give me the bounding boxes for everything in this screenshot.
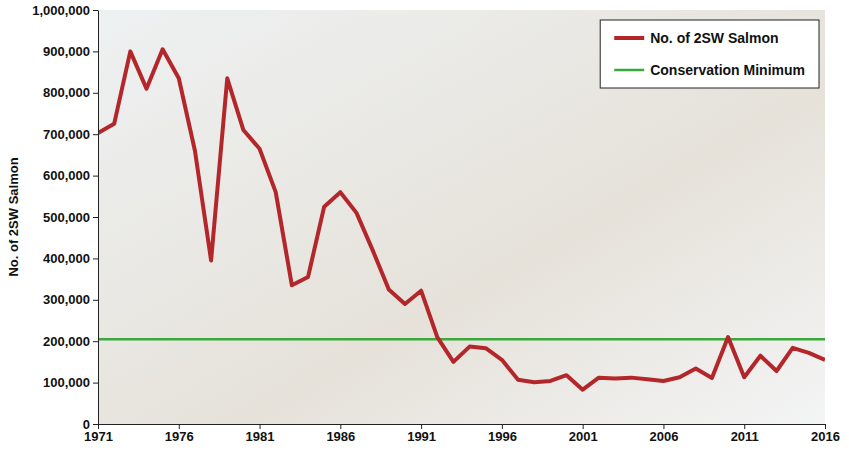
y-tick-mark — [93, 93, 98, 94]
y-tick-label: 800,000 — [43, 85, 90, 100]
legend-swatch — [614, 69, 644, 72]
legend-label: Conservation Minimum — [650, 62, 805, 78]
series-line — [98, 338, 825, 341]
x-tick: 1991 — [407, 424, 436, 444]
y-tick-label: 200,000 — [43, 334, 90, 349]
y-tick-mark — [93, 134, 98, 135]
x-tick: 2011 — [731, 424, 759, 444]
legend-item: Conservation Minimum — [614, 62, 805, 78]
x-tick-label: 1971 — [84, 429, 113, 444]
legend-label: No. of 2SW Salmon — [650, 30, 778, 46]
x-tick: 1996 — [488, 424, 517, 444]
y-tick-label: 900,000 — [43, 44, 90, 59]
x-tick: 1971 — [84, 424, 113, 444]
x-tick-label: 2001 — [569, 429, 598, 444]
y-tick-label: 100,000 — [43, 375, 90, 390]
y-tick-mark — [93, 383, 98, 384]
series-line — [98, 49, 825, 389]
x-tick: 2006 — [649, 424, 678, 444]
y-tick-mark — [93, 300, 98, 301]
y-tick: 600,000 — [43, 168, 98, 183]
y-tick: 200,000 — [43, 334, 98, 349]
y-tick: 400,000 — [43, 251, 98, 266]
x-tick-label: 1986 — [326, 429, 355, 444]
plot-background — [98, 10, 825, 424]
y-tick-mark — [93, 51, 98, 52]
x-tick: 1976 — [165, 424, 194, 444]
y-tick-mark — [93, 424, 98, 425]
series-group — [98, 49, 825, 389]
y-tick-mark — [93, 341, 98, 342]
x-tick: 1986 — [326, 424, 355, 444]
x-tick-label: 1976 — [165, 429, 194, 444]
y-tick-label: 500,000 — [43, 210, 90, 225]
chart: 0100,000200,000300,000400,000500,000600,… — [0, 0, 849, 457]
y-tick: 900,000 — [43, 44, 98, 59]
y-axis-title: No. of 2SW Salmon — [6, 157, 21, 276]
y-tick-mark — [93, 10, 98, 11]
legend-swatch — [614, 36, 644, 40]
x-tick-label: 2011 — [731, 429, 759, 444]
y-tick-mark — [93, 176, 98, 177]
y-tick-label: 600,000 — [43, 168, 90, 183]
y-tick-label: 700,000 — [43, 127, 90, 142]
plot: 0100,000200,000300,000400,000500,000600,… — [32, 3, 840, 445]
y-axis: 0100,000200,000300,000400,000500,000600,… — [32, 3, 98, 432]
legend-box — [600, 20, 819, 88]
y-tick-mark — [93, 217, 98, 218]
x-tick-label: 1991 — [407, 429, 436, 444]
x-tick: 2016 — [811, 424, 840, 444]
y-axis-line — [98, 11, 99, 425]
x-tick-label: 1981 — [246, 429, 275, 444]
x-tick-label: 1996 — [488, 429, 517, 444]
y-tick: 500,000 — [43, 210, 98, 225]
y-tick: 300,000 — [43, 292, 98, 307]
y-tick: 1,000,000 — [32, 3, 98, 18]
x-axis: 1971 1976 1981 1986 1991 1996 2001 2006 2011 2016 — [84, 424, 840, 444]
y-tick: 700,000 — [43, 127, 98, 142]
y-tick-label: 400,000 — [43, 251, 90, 266]
x-tick-label: 2016 — [811, 429, 840, 444]
legend-item: No. of 2SW Salmon — [614, 30, 778, 46]
y-tick-mark — [93, 258, 98, 259]
y-tick-label: 1,000,000 — [32, 3, 90, 18]
x-tick-label: 2006 — [649, 429, 678, 444]
y-tick: 800,000 — [43, 85, 98, 100]
x-tick: 1981 — [246, 424, 275, 444]
legend: No. of 2SW Salmon Conservation Minimum — [600, 20, 819, 88]
x-tick: 2001 — [569, 424, 598, 444]
y-tick-label: 300,000 — [43, 292, 90, 307]
x-axis-line — [99, 424, 826, 425]
y-tick: 100,000 — [43, 375, 98, 390]
